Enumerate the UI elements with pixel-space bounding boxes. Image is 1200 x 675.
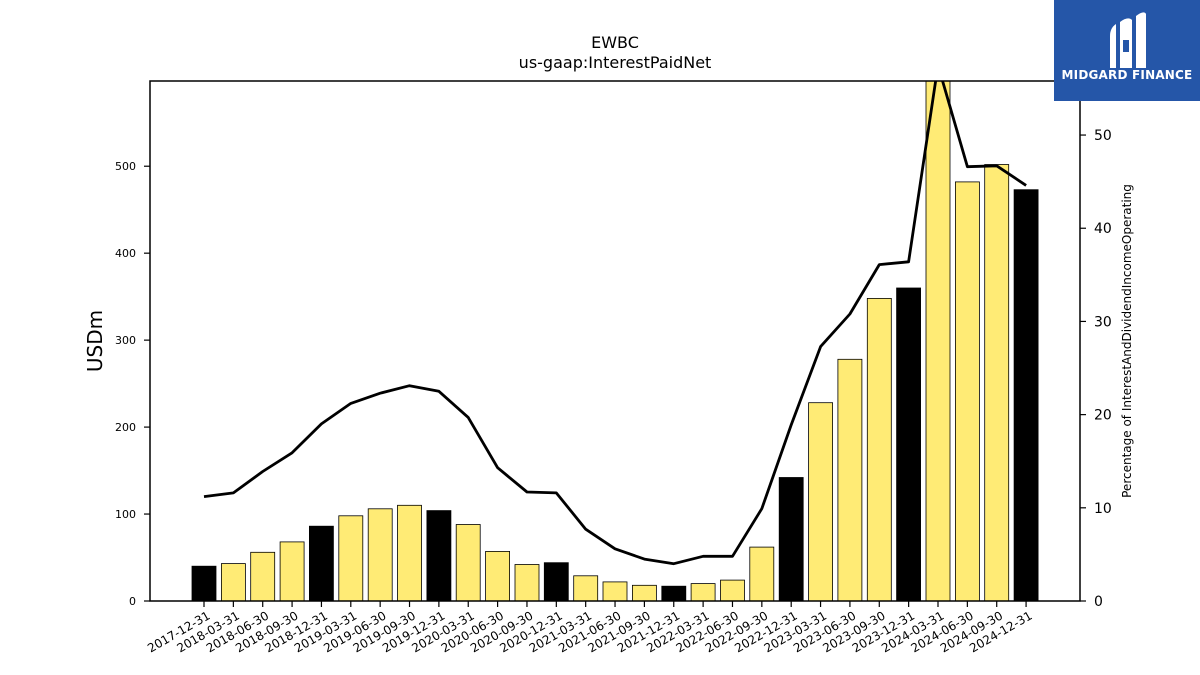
chart-subtitle: us-gaap:InterestPaidNet: [519, 53, 712, 72]
series-line: [203, 81, 1027, 566]
bar: [338, 515, 364, 601]
bar: [367, 508, 393, 601]
y2-tick-label: 40: [1094, 221, 1112, 237]
y2-tick-label: 0: [1094, 594, 1103, 610]
bar: [455, 524, 481, 601]
logo-text: MIDGARD FINANCE: [1061, 68, 1193, 82]
bar: [397, 504, 422, 601]
bar: [690, 583, 716, 601]
bar: [573, 575, 599, 601]
y2-axis-label: Percentage of InterestAndDividendIncomeO…: [1120, 184, 1134, 498]
bars-layer: [191, 81, 1039, 601]
bar: [925, 81, 951, 601]
brand-logo: MIDGARD FINANCE: [1054, 0, 1200, 101]
bar: [485, 551, 511, 601]
bar: [220, 563, 246, 601]
y-tick-label: 500: [115, 160, 136, 173]
bar: [720, 579, 745, 601]
bar: [896, 287, 921, 601]
bar: [778, 477, 804, 601]
y-tick-label: 100: [115, 508, 136, 521]
y-tick-label: 0: [129, 595, 136, 608]
bar: [632, 584, 657, 601]
y2-tick-label: 50: [1094, 128, 1112, 144]
line-layer: [203, 81, 1027, 566]
y-tick-label: 400: [115, 247, 136, 260]
bar: [1013, 189, 1039, 601]
bar: [749, 546, 775, 601]
bar: [308, 525, 334, 601]
y2-tick-label: 20: [1094, 408, 1112, 424]
logo-mark-icon: [1110, 12, 1146, 68]
bar: [955, 181, 980, 601]
chart-title: EWBC: [591, 33, 639, 52]
y-tick-label: 200: [115, 421, 136, 434]
bar: [866, 297, 892, 601]
y-tick-label: 300: [115, 334, 136, 347]
bar: [984, 164, 1010, 601]
y2-tick-label: 30: [1094, 314, 1112, 330]
bar: [250, 551, 276, 601]
y-axis-label: USDm: [83, 310, 107, 372]
bar: [602, 581, 628, 601]
bar: [543, 562, 569, 601]
bar: [661, 585, 687, 601]
y2-tick-label: 10: [1094, 501, 1112, 517]
bar: [837, 358, 863, 601]
bar: [514, 564, 540, 601]
bar: [808, 402, 833, 601]
bar: [279, 541, 305, 601]
bar: [426, 510, 452, 601]
bar: [191, 565, 217, 601]
